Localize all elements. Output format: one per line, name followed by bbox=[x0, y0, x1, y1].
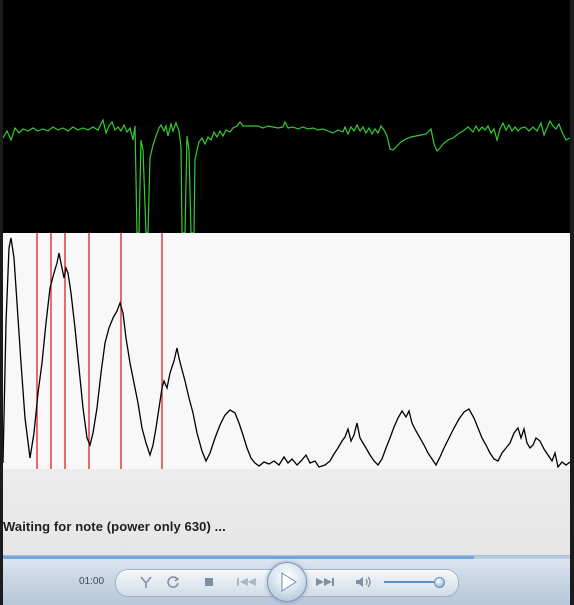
stop-icon[interactable] bbox=[200, 573, 218, 591]
volume-slider-level bbox=[384, 581, 440, 583]
spectrum-panel bbox=[2, 233, 571, 469]
speaker-icon[interactable] bbox=[353, 573, 375, 591]
play-icon bbox=[281, 572, 297, 592]
volume-slider-thumb[interactable] bbox=[434, 577, 446, 588]
previous-track-icon[interactable] bbox=[232, 573, 260, 591]
volume-slider[interactable] bbox=[384, 577, 446, 588]
waveform-graph bbox=[2, 118, 571, 234]
play-button[interactable] bbox=[267, 562, 307, 602]
seek-bar[interactable] bbox=[3, 556, 570, 559]
waveform-trace bbox=[2, 118, 571, 234]
window-right-edge bbox=[570, 0, 574, 605]
player-control-bar: 01:00 bbox=[3, 555, 570, 605]
next-track-icon[interactable] bbox=[312, 573, 340, 591]
seek-bar-progress bbox=[3, 556, 474, 559]
waveform-panel bbox=[2, 0, 571, 234]
status-message: Waiting for note (power only 630) ... bbox=[3, 519, 226, 534]
status-area: Waiting for note (power only 630) ... bbox=[3, 469, 570, 555]
window-left-edge bbox=[0, 0, 3, 605]
spectrum-trace bbox=[2, 237, 571, 469]
spectrum-graph bbox=[2, 233, 571, 469]
elapsed-time: 01:00 bbox=[79, 576, 105, 587]
repeat-icon[interactable] bbox=[164, 573, 182, 591]
switch-view-icon[interactable] bbox=[137, 573, 155, 591]
